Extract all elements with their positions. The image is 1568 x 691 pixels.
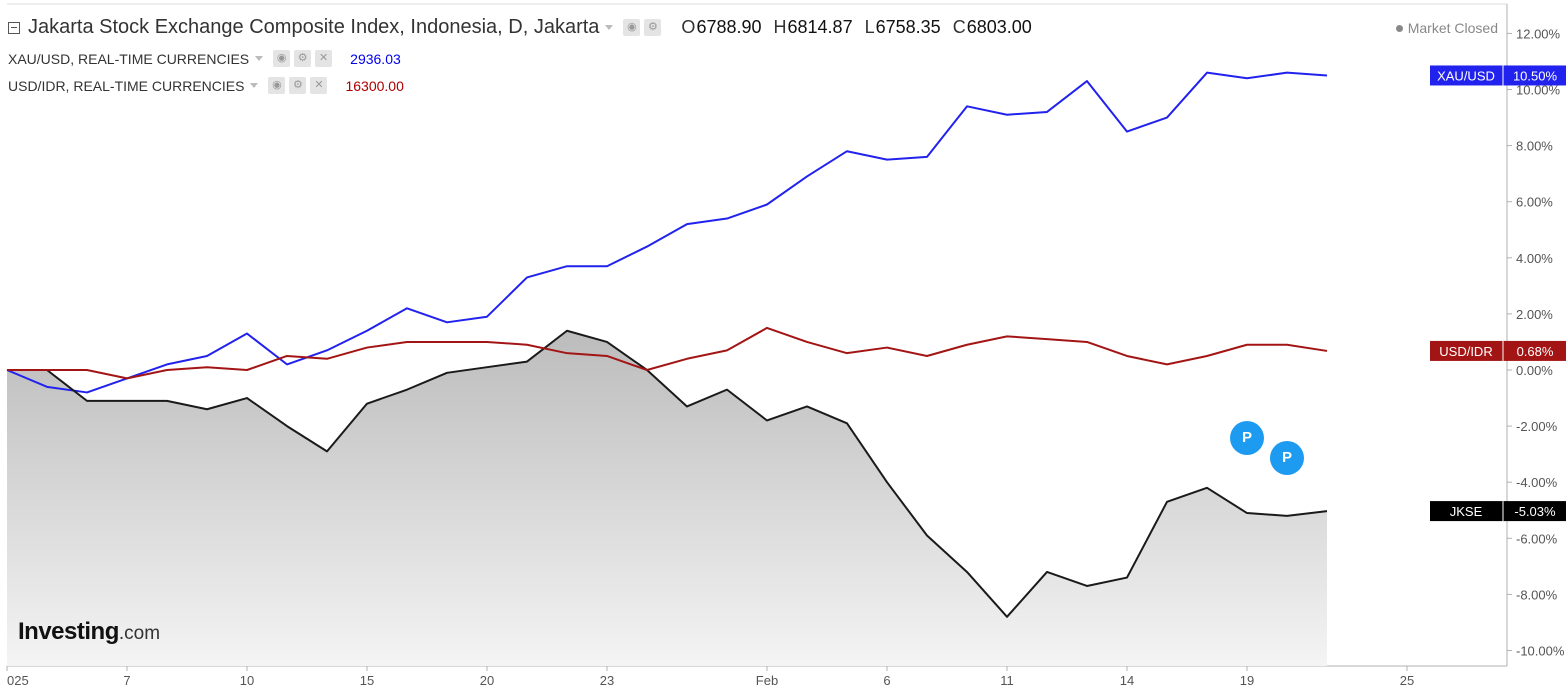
ohlc-value: 6814.87 (787, 17, 853, 37)
ohlc-item: L6758.35 (865, 17, 941, 38)
market-status: Market Closed (1395, 20, 1498, 36)
series-line-jkse[interactable] (7, 329, 1328, 618)
close-icon[interactable]: ✕ (310, 77, 328, 94)
x-tick-label: 11 (1000, 673, 1014, 688)
eye-icon[interactable]: ◉ (268, 77, 286, 94)
chevron-down-icon[interactable] (255, 56, 264, 61)
collapse-icon[interactable] (8, 21, 20, 34)
main-legend: Jakarta Stock Exchange Composite Index, … (8, 16, 1032, 39)
ohlc-key: C (952, 17, 966, 37)
gear-icon[interactable]: ⚙ (289, 77, 307, 94)
ohlc-values: O6788.90 H6814.87 L6758.35 C6803.00 (681, 17, 1031, 38)
eye-icon[interactable]: ◉ (273, 50, 291, 67)
series-controls: ◉ ⚙ ✕ (273, 50, 336, 67)
series-label: XAU/USD, REAL-TIME CURRENCIES (8, 50, 250, 67)
ohlc-item: C6803.00 (953, 17, 1032, 38)
y-tick-label: 2.00% (1516, 307, 1553, 322)
x-tick-label: 20 (480, 673, 494, 688)
close-icon[interactable]: ✕ (315, 50, 333, 67)
y-tick-label: -2.00% (1516, 419, 1558, 434)
ohlc-value: 6803.00 (966, 17, 1032, 37)
series-controls: ◉ ⚙ ✕ (268, 77, 331, 94)
ohlc-key: O (681, 17, 696, 37)
y-tick-label: 0.00% (1516, 363, 1553, 378)
ohlc-key: H (773, 17, 787, 37)
y-tick-label: -4.00% (1516, 475, 1558, 490)
x-tick-label: 7 (123, 673, 130, 688)
status-text: Market Closed (1407, 20, 1498, 36)
ohlc-item: O6788.90 (681, 17, 761, 38)
x-tick-label: 15 (360, 673, 374, 688)
series-line-usd-idr[interactable] (7, 326, 1328, 380)
status-dot-icon (1395, 24, 1403, 32)
logo-suffix: .com (118, 623, 161, 644)
series-value: 2936.03 (350, 50, 401, 67)
ohlc-item: H6814.87 (774, 17, 853, 38)
y-tick-label: 4.00% (1516, 251, 1553, 266)
ohlc-key: L (864, 17, 875, 37)
series-value: 16300.00 (345, 77, 404, 94)
legend-row-xau: XAU/USD, REAL-TIME CURRENCIES ◉ ⚙ ✕ 2936… (8, 50, 401, 67)
y-tick-label: -8.00% (1516, 587, 1558, 602)
series-name-label: XAU/USD (1437, 68, 1495, 83)
series-last-value-label: 0.68% (1517, 344, 1554, 359)
series-label: USD/IDR, REAL-TIME CURRENCIES (8, 77, 245, 94)
last-value-badge (1430, 340, 1566, 361)
last-value-badge (1430, 501, 1566, 522)
event-marker-p[interactable]: P (1230, 421, 1264, 455)
jkse-area-fill (7, 330, 1327, 666)
series-last-value-label: -5.03% (1514, 504, 1556, 519)
series-name-label: USD/IDR (1439, 344, 1492, 359)
chart-title: Jakarta Stock Exchange Composite Index, … (28, 16, 600, 38)
y-tick-label: -6.00% (1516, 531, 1558, 546)
y-tick-label: 12.00% (1516, 26, 1561, 41)
y-tick-label: 6.00% (1516, 195, 1553, 210)
chevron-down-icon[interactable] (250, 83, 259, 88)
logo-main: Investing (18, 618, 119, 645)
x-tick-label: 025 (7, 673, 29, 688)
x-tick-label: 25 (1400, 673, 1414, 688)
gear-icon[interactable]: ⚙ (294, 50, 312, 67)
ohlc-value: 6758.35 (875, 17, 941, 37)
y-tick-label: 8.00% (1516, 139, 1553, 154)
gear-icon[interactable]: ⚙ (644, 19, 662, 36)
series-name-label: JKSE (1450, 504, 1483, 519)
x-tick-label: 6 (883, 673, 890, 688)
y-tick-label: 10.00% (1516, 83, 1561, 98)
x-tick-label: 14 (1120, 673, 1134, 688)
main-series-controls: ◉ ⚙ (623, 19, 665, 36)
eye-icon[interactable]: ◉ (623, 19, 641, 36)
last-value-badge (1430, 65, 1566, 86)
ohlc-value: 6788.90 (696, 17, 762, 37)
legend-row-idr: USD/IDR, REAL-TIME CURRENCIES ◉ ⚙ ✕ 1630… (8, 77, 404, 94)
event-marker-p[interactable]: P (1270, 441, 1304, 475)
investing-logo: Investing.com (18, 618, 160, 646)
x-tick-label: Feb (756, 673, 778, 688)
series-line-xau-usd[interactable] (6, 71, 1328, 394)
chevron-down-icon[interactable] (605, 25, 614, 30)
x-tick-label: 23 (600, 673, 614, 688)
x-tick-label: 19 (1240, 673, 1254, 688)
y-tick-label: -10.00% (1516, 644, 1565, 659)
series-last-value-label: 10.50% (1513, 68, 1558, 83)
x-tick-label: 10 (240, 673, 254, 688)
